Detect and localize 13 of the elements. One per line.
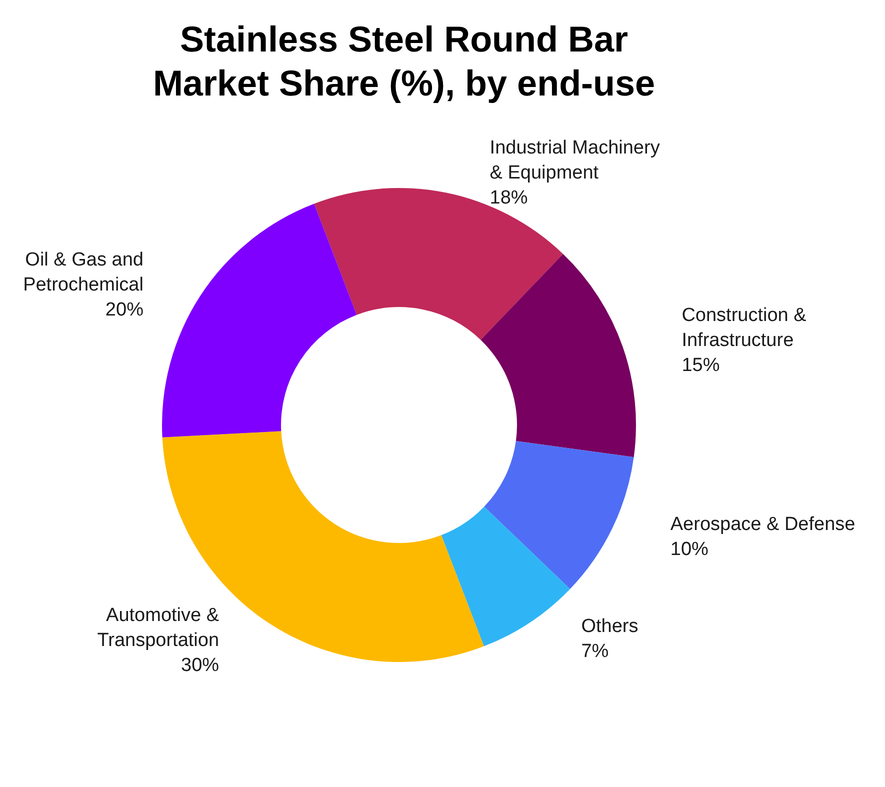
slice-label: Oil & Gas and Petrochemical: [23, 250, 144, 296]
data-label: 7%: [581, 641, 609, 662]
slice-label: Automotive & Transportation: [97, 605, 220, 652]
data-label: 15%: [682, 354, 720, 376]
data-label: 10%: [670, 538, 709, 560]
slice-label: Others: [581, 616, 638, 638]
data-label: 18%: [490, 188, 528, 209]
data-label: 20%: [105, 300, 144, 321]
data-label: 30%: [180, 655, 220, 676]
chart-title: Stainless Steel Round Bar Market Share (%), by end-use: [152, 18, 656, 104]
slice-label: Aerospace & Defense: [670, 514, 856, 535]
slice-label: Industrial Machinery & Equipment: [490, 138, 660, 184]
slice-label: Construction & Infrastructure: [682, 304, 807, 351]
